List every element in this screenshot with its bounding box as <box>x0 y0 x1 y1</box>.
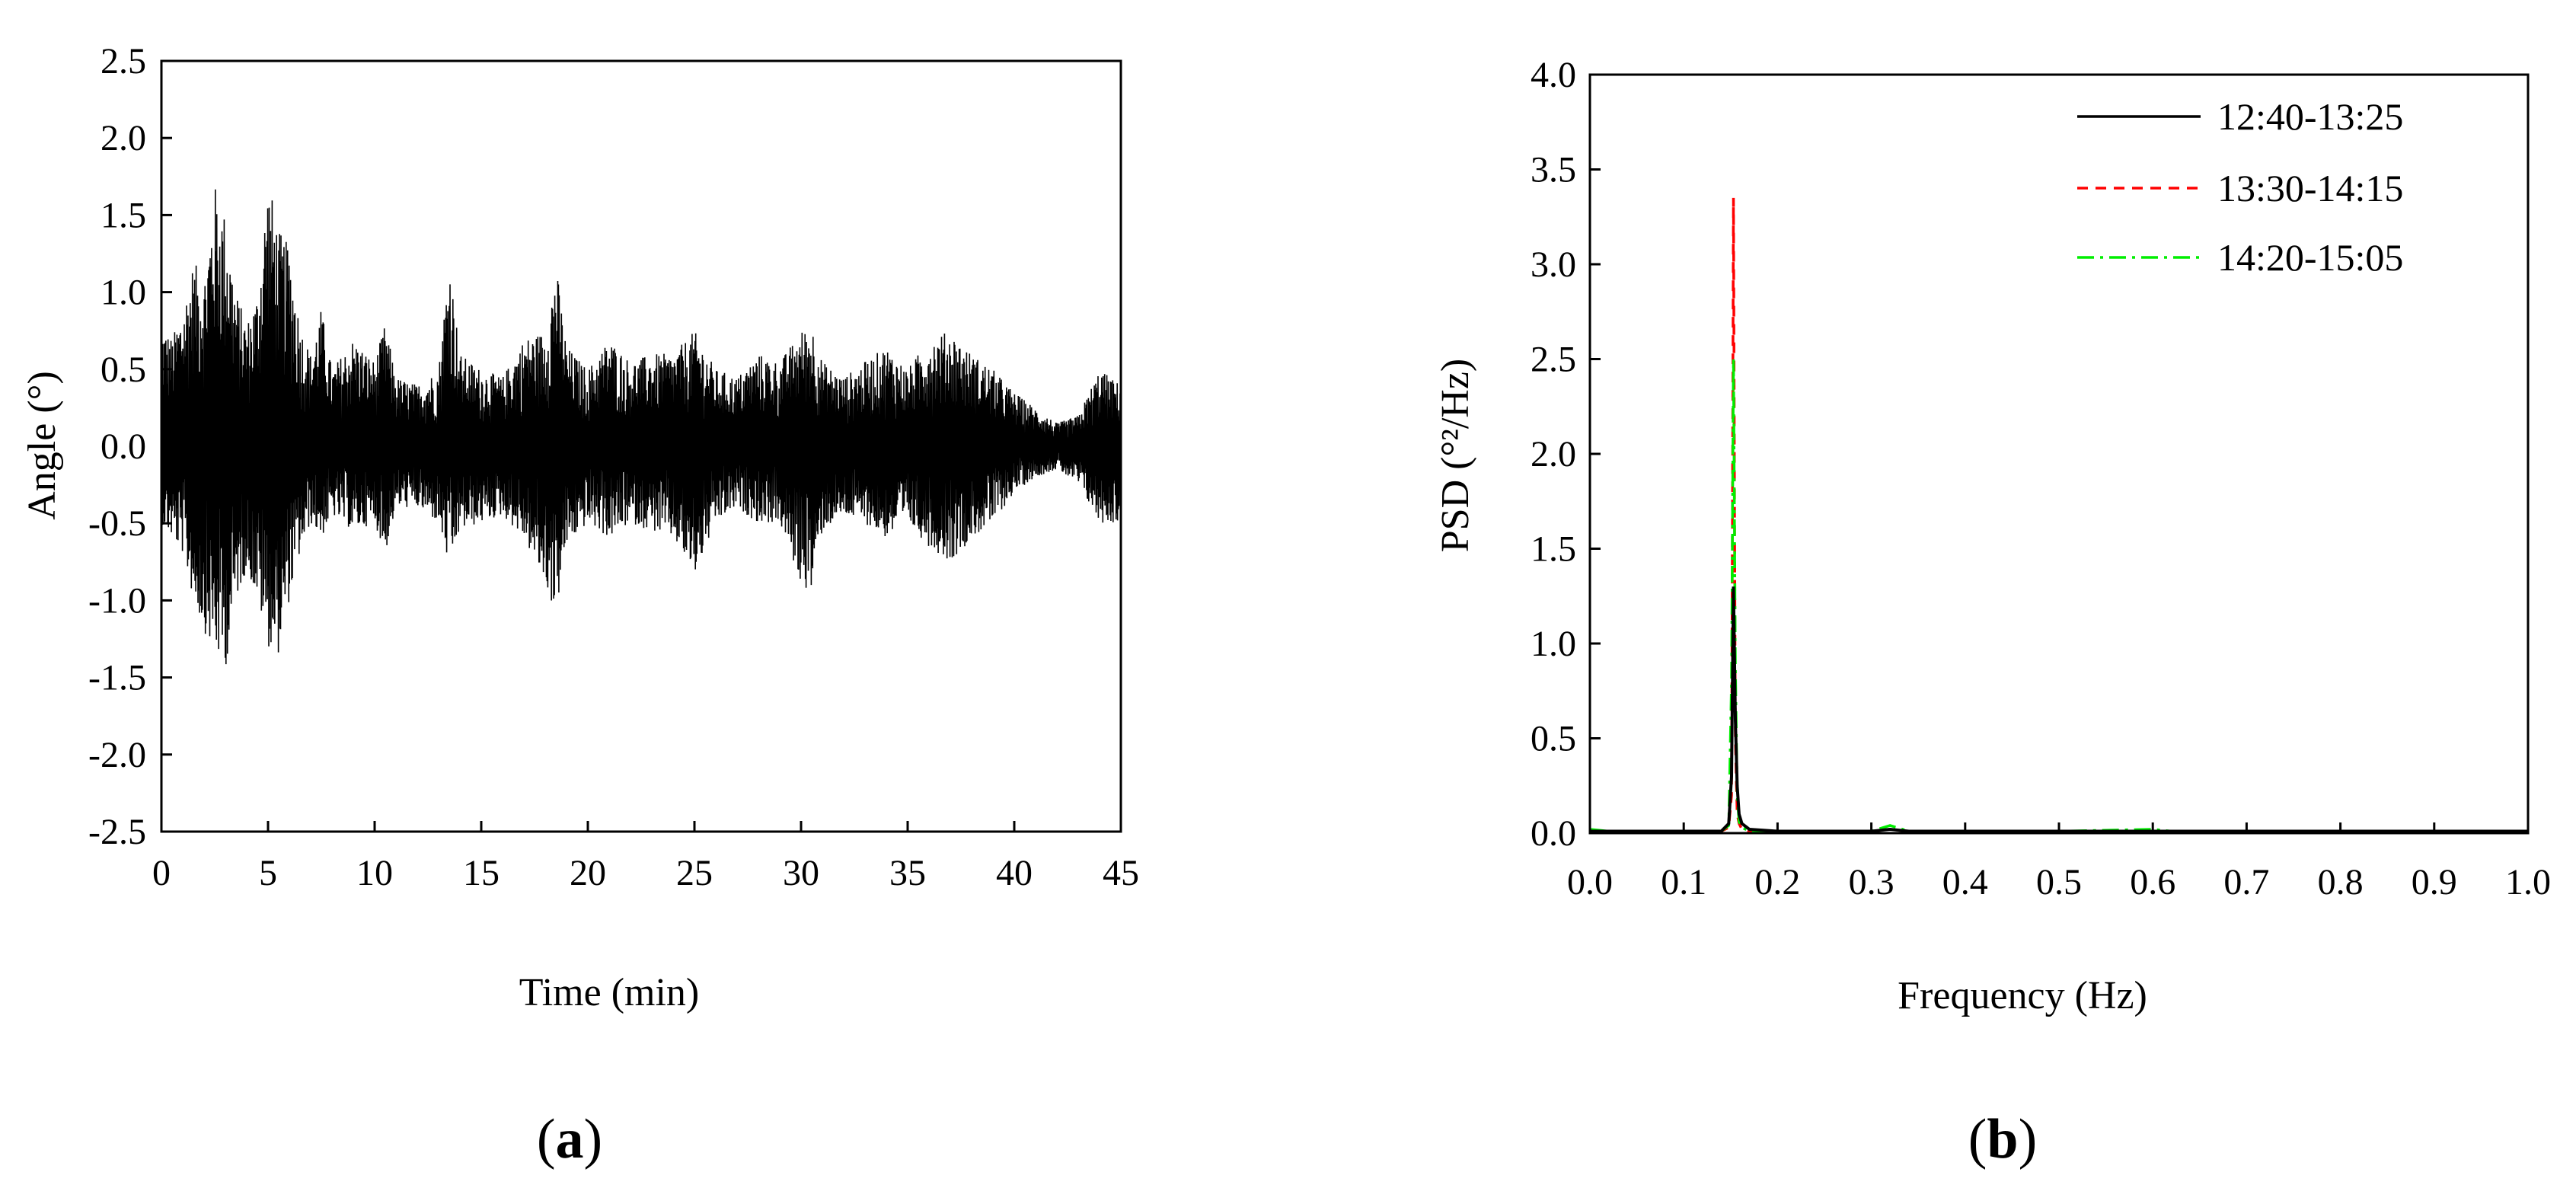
y-axis-label-a: Angle (°) <box>21 371 64 520</box>
psd-series-line-1 <box>1590 586 2528 833</box>
x-tick-label: 0.8 <box>2318 862 2364 902</box>
panel-label-a-letter: a <box>556 1108 584 1170</box>
y-tick-label: 0.0 <box>101 426 146 467</box>
y-tick-label: 0.5 <box>1531 719 1576 759</box>
panel-label-a-open: ( <box>537 1108 556 1170</box>
panel-label-b-letter: b <box>1987 1108 2018 1170</box>
x-axis-ticks-b: 0.0 0.1 0.2 0.3 0.4 0.5 0.6 0.7 0.8 0.9 1.0 <box>1567 822 2551 902</box>
y-tick-label: 4.0 <box>1531 55 1576 95</box>
x-axis-label-a: Time (min) <box>519 971 699 1014</box>
x-axis-label-b: Frequency (Hz) <box>1898 974 2147 1017</box>
y-tick-label: 3.0 <box>1531 244 1576 285</box>
y-axis-ticks-b: 0.0 0.5 1.0 1.5 2.0 2.5 3.0 3.5 4.0 <box>1531 55 1601 854</box>
panel-label-a: (a) <box>537 1108 602 1170</box>
x-tick-label: 10 <box>356 853 393 893</box>
y-tick-label: 1.0 <box>101 273 146 313</box>
legend-label-1: 12:40-13:25 <box>2217 95 2403 138</box>
panel-label-b-close: ) <box>2019 1108 2038 1170</box>
y-tick-label: 1.0 <box>1531 624 1576 664</box>
x-tick-label: 15 <box>463 853 500 893</box>
x-tick-label: 1.0 <box>2505 862 2551 902</box>
x-tick-label: 0.9 <box>2412 862 2457 902</box>
legend-b: 12:40-13:25 13:30-14:15 14:20-15:05 <box>2077 95 2403 279</box>
x-tick-label: 0 <box>152 853 171 893</box>
angle-signal-line <box>161 189 1122 665</box>
x-tick-label: 0.3 <box>1849 862 1894 902</box>
x-tick-label: 30 <box>783 853 819 893</box>
panel-label-a-close: ) <box>584 1108 603 1170</box>
y-tick-label: -2.5 <box>88 812 146 852</box>
x-tick-label: 45 <box>1103 853 1139 893</box>
x-tick-label: 25 <box>676 853 713 893</box>
x-tick-label: 0.4 <box>1942 862 1988 902</box>
y-tick-label: -1.5 <box>88 658 146 698</box>
y-tick-label: 2.0 <box>1531 434 1576 474</box>
y-tick-label: 0.0 <box>1531 813 1576 854</box>
y-tick-label: 1.5 <box>101 195 146 235</box>
y-tick-label: 1.5 <box>1531 529 1576 570</box>
x-tick-label: 0.2 <box>1754 862 1800 902</box>
panel-label-b: (b) <box>1968 1108 2037 1170</box>
y-tick-label: -0.5 <box>88 503 146 544</box>
y-tick-label: -1.0 <box>88 580 146 621</box>
angle-signal-series <box>161 189 1122 665</box>
legend-label-2: 13:30-14:15 <box>2217 167 2403 209</box>
panel-a-time-series: 0 5 10 15 20 25 30 35 40 45 -2.5 -2.0 -1.5 -1.0 -0.5 0… <box>21 41 1139 1170</box>
panel-label-b-open: ( <box>1968 1108 1987 1170</box>
y-tick-label: 2.5 <box>101 41 146 81</box>
y-tick-label: 0.5 <box>101 350 146 390</box>
x-tick-label: 20 <box>570 853 606 893</box>
x-tick-label: 0.0 <box>1567 862 1613 902</box>
x-axis-ticks-a: 0 5 10 15 20 25 30 35 40 45 <box>152 821 1139 893</box>
y-axis-label-b: PSD (°²/Hz) <box>1434 359 1477 553</box>
x-tick-label: 40 <box>996 853 1033 893</box>
y-tick-label: 2.5 <box>1531 340 1576 380</box>
x-tick-label: 0.6 <box>2130 862 2175 902</box>
panel-b-psd: 0.0 0.1 0.2 0.3 0.4 0.5 0.6 0.7 0.8 0.9 1.0 0.0 0.5… <box>1434 55 2551 1170</box>
x-tick-label: 35 <box>889 853 926 893</box>
x-tick-label: 0.7 <box>2223 862 2269 902</box>
y-tick-label: 3.5 <box>1531 150 1576 190</box>
y-axis-ticks-a: -2.5 -2.0 -1.5 -1.0 -0.5 0.0 0.5 1.0 1.5 2.0 2.5 <box>88 41 172 852</box>
x-tick-label: 5 <box>259 853 277 893</box>
psd-series-group <box>1589 197 2528 833</box>
y-tick-label: 2.0 <box>101 118 146 158</box>
legend-label-3: 14:20-15:05 <box>2217 236 2403 279</box>
x-tick-label: 0.1 <box>1661 862 1706 902</box>
y-tick-label: -2.0 <box>88 735 146 775</box>
x-tick-label: 0.5 <box>2036 862 2082 902</box>
